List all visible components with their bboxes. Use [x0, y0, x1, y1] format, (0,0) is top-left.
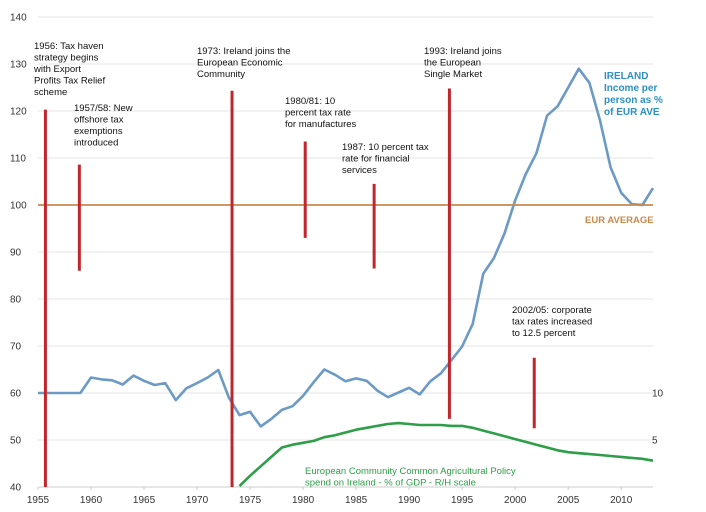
x-tick-label: 1970: [186, 495, 209, 506]
right-axis-tick-label: 10: [652, 389, 664, 400]
event-label: for manufactures: [285, 119, 357, 130]
cap-series-label: European Community Common Agricultural P…: [305, 466, 516, 477]
event-label: 1993: Ireland joins: [424, 46, 502, 57]
axes: 40 50 60 70 80 90 100 110 120 130 140 1955 1960 1965 1…: [10, 13, 664, 507]
event-label: tax rates increased: [512, 317, 592, 328]
event-label: the European: [424, 58, 481, 69]
y-tick-label: 100: [10, 201, 27, 212]
event-label: Profits Tax Relief: [34, 76, 105, 87]
y-tick-label: 50: [10, 436, 22, 447]
x-tick-label: 1995: [451, 495, 474, 506]
event-label: percent tax rate: [285, 108, 351, 119]
event-label: services: [342, 165, 377, 176]
ireland-series-label: IRELAND: [604, 71, 648, 82]
eur-average-label: EUR AVERAGE: [585, 215, 654, 226]
y-tick-label: 40: [10, 483, 22, 494]
event-label: with Export: [33, 64, 81, 75]
grid-lines: [38, 16, 653, 488]
y-tick-label: 60: [10, 389, 22, 400]
y-tick-label: 70: [10, 342, 22, 353]
y-tick-label: 140: [10, 13, 27, 24]
x-tick-label: 1960: [80, 495, 103, 506]
plot-series: [38, 67, 655, 488]
event-label: European Economic: [197, 58, 283, 69]
event-label: Community: [197, 69, 245, 80]
y-tick-label: 130: [10, 60, 27, 71]
x-tick-label: 2005: [557, 495, 580, 506]
ireland-series-label: Income per: [604, 83, 657, 94]
ireland-series-label: person as %: [604, 95, 663, 106]
event-label: 1957/58: New: [74, 103, 133, 114]
x-tick-label: 1980: [292, 495, 315, 506]
cap-series-label: spend on Ireland - % of GDP - R/H scale: [305, 478, 476, 489]
x-tick-label: 1975: [239, 495, 262, 506]
y-tick-label: 120: [10, 107, 27, 118]
event-label: 1973: Ireland joins the: [197, 46, 290, 57]
event-label: strategy begins: [34, 53, 99, 64]
x-tick-label: 1965: [133, 495, 156, 506]
ireland-income-line: [38, 67, 655, 428]
x-tick-label: 1990: [398, 495, 421, 506]
y-tick-label: 110: [10, 154, 26, 165]
event-label: 1987: 10 percent tax: [342, 142, 429, 153]
event-label: to 12.5 percent: [512, 328, 576, 339]
event-label: offshore tax: [74, 115, 124, 126]
event-markers: [43, 88, 536, 487]
ireland-series-label: of EUR AVE: [604, 107, 660, 118]
event-label: introduced: [74, 138, 118, 149]
event-label: scheme: [34, 87, 67, 98]
event-label: Single Market: [424, 69, 482, 80]
y-tick-label: 90: [10, 248, 22, 259]
x-tick-label: 2010: [610, 495, 633, 506]
event-label: 2002/05: corporate: [512, 305, 592, 316]
x-tick-label: 2000: [504, 495, 527, 506]
event-label: 1956: Tax haven: [34, 41, 104, 52]
x-tick-label: 1955: [27, 495, 50, 506]
event-label: exemptions: [74, 126, 123, 137]
right-axis-tick-label: 5: [652, 436, 658, 447]
cap-spend-line: [238, 421, 654, 488]
event-label: 1980/81: 10: [285, 96, 335, 107]
y-tick-label: 80: [10, 295, 22, 306]
event-label: rate for financial: [342, 154, 410, 165]
x-tick-label: 1985: [345, 495, 368, 506]
